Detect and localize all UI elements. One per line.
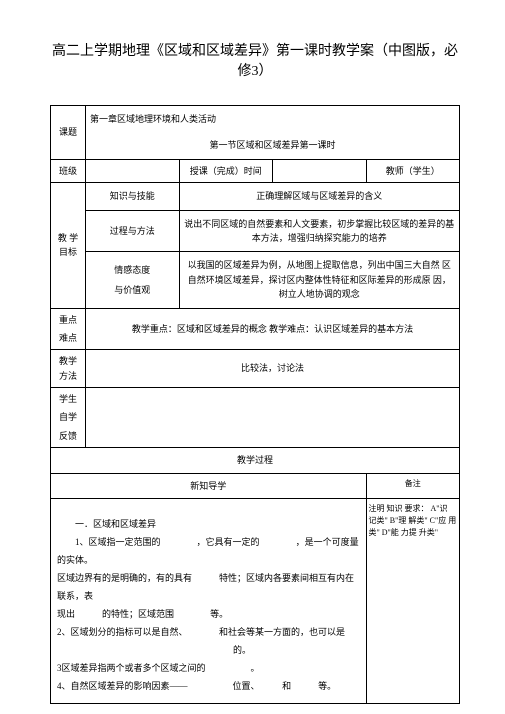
- fill-l2a: 区域边界有的是明确的，有的具有: [57, 573, 192, 583]
- shouke-label: 授课（完成）时间: [179, 159, 273, 182]
- fill-l4b: 和社会等某一方面的，也可以是: [219, 627, 345, 637]
- fill-l7b: 位置、: [233, 681, 256, 691]
- xuesheng-text: 学生: [54, 392, 82, 406]
- fill-l6b: 。: [251, 663, 260, 673]
- fill-l3a: 现出: [57, 609, 75, 619]
- fangfa-text2: 方法: [54, 369, 82, 383]
- fankui-content: [86, 388, 460, 448]
- qinggan-content: 以我国的区域差异为例，从地图上提取信息，列出中国三大自然 区自然环境区域差异，探…: [179, 252, 460, 308]
- fill-l6a: 3区域差异指两个或者多个区域之间的: [57, 663, 206, 673]
- zhishi-label: 知识与技能: [86, 183, 180, 210]
- fankui-label: 学生 自学 反馈: [51, 388, 86, 448]
- xinzhi-header: 新知导学: [51, 473, 367, 498]
- notes-content: 注明 知识 要求： A"识 记类" B"理 解类" C"应 用类" D"能 力提…: [366, 499, 460, 704]
- qinggan-label: 情感态度 与价值观: [86, 252, 180, 308]
- fangfa-label: 教学 方法: [51, 350, 86, 388]
- page-title: 高二上学期地理《区域和区域差异》第一课时教学案（中图版，必修3）: [50, 40, 460, 80]
- qinggan-text2: 与价值观: [89, 283, 176, 297]
- qinggan-text1: 情感态度: [89, 263, 176, 277]
- fill-l7d: 等。: [318, 681, 336, 691]
- fankui-text: 反馈: [54, 429, 82, 443]
- fill-l4a: 2、区域划分的指标可以是自然、: [57, 627, 183, 637]
- lesson-table: 课题 第一章区域地理环境和人类活动 第一节区域和区域差异第一课时 班级 授课（完…: [50, 105, 460, 704]
- fill-content: 一．区域和区域差异 1、区域指一定范围的 ，它具有一定的 ，是一个可度量的实体。…: [51, 499, 367, 704]
- mubiao-label: 教 学 目标: [51, 183, 86, 308]
- fill-l1a: 1、区域指一定范围的: [75, 537, 161, 547]
- shouke-value: [273, 159, 367, 182]
- nandian-text: 难点: [54, 331, 82, 345]
- fill-h1: 一．区域和区域差异: [75, 519, 156, 529]
- keti-content2: 第一节区域和区域差异第一课时: [86, 132, 460, 159]
- fill-l7a: 4、自然区域差异的影响因素——: [57, 681, 188, 691]
- zhishi-content: 正确理解区域与区域差异的含义: [179, 183, 460, 210]
- keti-label: 课题: [51, 106, 86, 160]
- zhongnan-content: 教学重点：区域和区域差异的概念 教学难点：认识区域差异的基本方法: [86, 308, 460, 350]
- banji-label: 班级: [51, 159, 86, 182]
- fill-l7c: 和: [282, 681, 291, 691]
- fill-l3c: 等。: [210, 609, 228, 619]
- fill-l5: 的。: [233, 645, 247, 655]
- fill-l1b: ，它具有一定的: [197, 537, 260, 547]
- fangfa-content: 比较法，讨论法: [86, 350, 460, 388]
- keti-content1: 第一章区域地理环境和人类活动: [86, 106, 460, 133]
- banji-value: [86, 159, 180, 182]
- jiaoxue-header: 教学过程: [51, 448, 460, 473]
- guocheng-content: 说出不同区域的自然要素和人文要素，初步掌握比较区域的差异的基本方法，增强归纳探究…: [179, 210, 460, 252]
- fangfa-text1: 教学: [54, 354, 82, 368]
- zhongdian-text: 重点: [54, 313, 82, 327]
- zhongnan-label: 重点 难点: [51, 308, 86, 350]
- fill-l3b: 的特性；区域范围: [102, 609, 174, 619]
- guocheng-label: 过程与方法: [86, 210, 180, 252]
- beizhu-header: 备注: [366, 473, 460, 498]
- jiaoshi-label: 教师（学生）: [366, 159, 460, 182]
- zixue-text: 自学: [54, 410, 82, 424]
